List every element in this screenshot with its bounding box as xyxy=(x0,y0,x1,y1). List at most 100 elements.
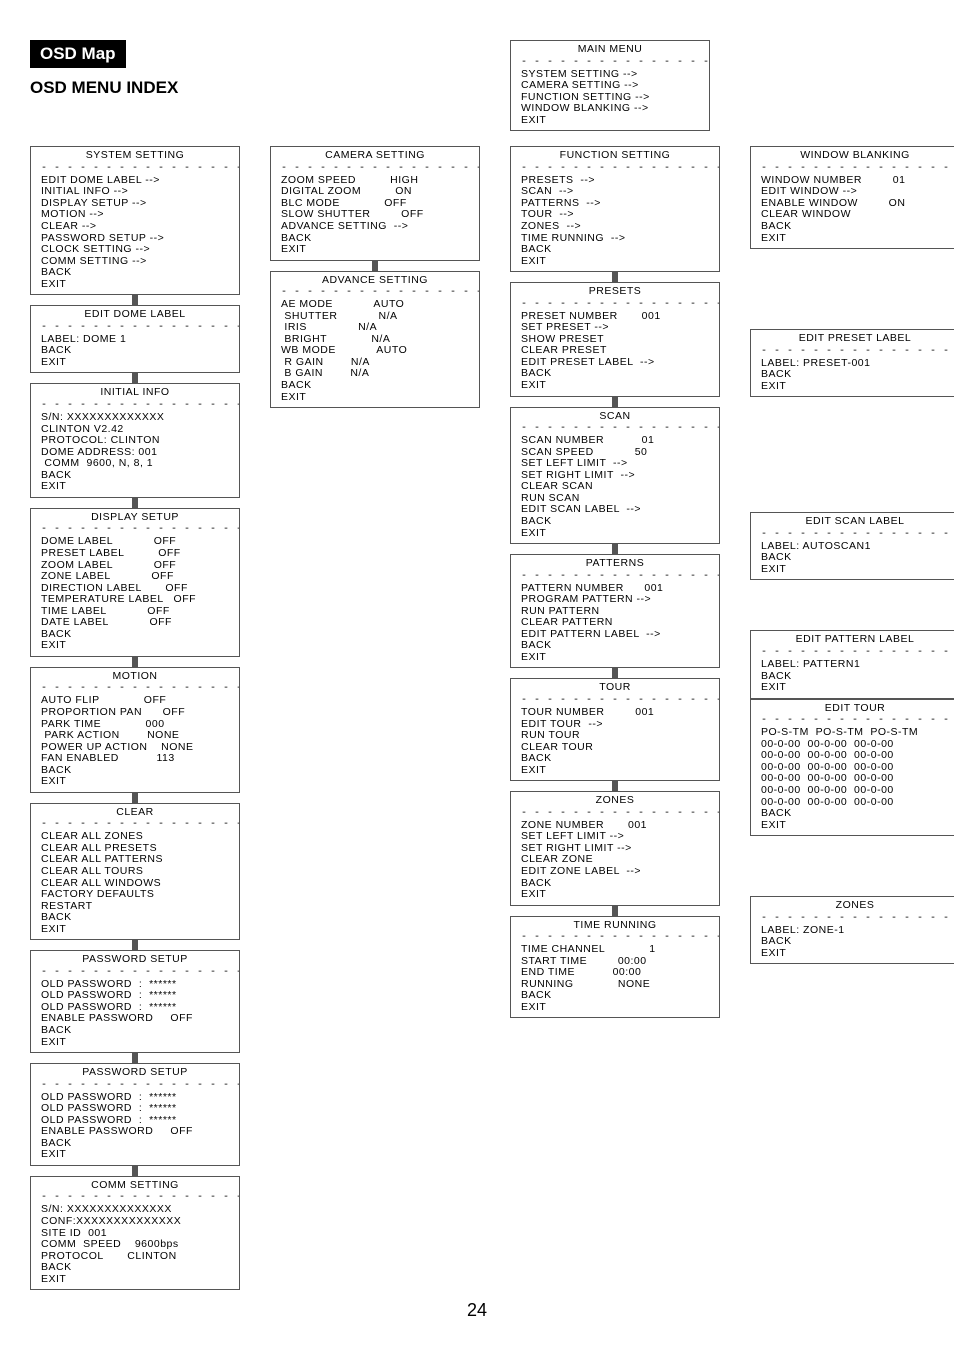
box-body: S/N: XXXXXXXXXXXXX CLINTON V2.42 PROTOCO… xyxy=(31,411,239,497)
menu-box: ZONES- - - - - - - - - - - - - - - - - -… xyxy=(750,896,954,964)
menu-box: EDIT SCAN LABEL- - - - - - - - - - - - -… xyxy=(750,512,954,580)
box-body: PRESETS --> SCAN --> PATTERNS --> TOUR -… xyxy=(511,174,719,271)
menu-box: PRESETS- - - - - - - - - - - - - - - - -… xyxy=(510,282,720,396)
column-1: SYSTEM SETTING- - - - - - - - - - - - - … xyxy=(30,146,240,1290)
connector xyxy=(612,906,618,916)
connector xyxy=(132,498,138,508)
dashes: - - - - - - - - - - - - - - - - - - xyxy=(31,1080,239,1091)
box-body: LABEL: PRESET-001 BACK EXIT xyxy=(751,357,954,397)
dashes: - - - - - - - - - - - - - - - - - - xyxy=(271,287,479,298)
box-title: INITIAL INFO xyxy=(31,384,239,400)
dashes: - - - - - - - - - - - - - - - - - - xyxy=(751,647,954,658)
dashes: - - - - - - - - - - - - - - - - - - xyxy=(31,819,239,830)
box-title: WINDOW BLANKING xyxy=(751,147,954,163)
box-body: EDIT DOME LABEL --> INITIAL INFO --> DIS… xyxy=(31,174,239,294)
menu-box: EDIT DOME LABEL- - - - - - - - - - - - -… xyxy=(30,305,240,373)
dashes: - - - - - - - - - - - - - - - - - - xyxy=(31,163,239,174)
menu-box: MOTION- - - - - - - - - - - - - - - - - … xyxy=(30,667,240,793)
box-title: EDIT DOME LABEL xyxy=(31,306,239,322)
box-body: TOUR NUMBER 001 EDIT TOUR --> RUN TOUR C… xyxy=(511,706,719,780)
connector xyxy=(132,1166,138,1176)
box-body: CLEAR ALL ZONES CLEAR ALL PRESETS CLEAR … xyxy=(31,830,239,939)
page-number: 24 xyxy=(30,1300,924,1321)
menu-box: WINDOW BLANKING- - - - - - - - - - - - -… xyxy=(750,146,954,249)
box-body: SYSTEM SETTING --> CAMERA SETTING --> FU… xyxy=(511,68,709,131)
dashes: - - - - - - - - - - - - - - - - - - xyxy=(511,423,719,434)
box-title: SYSTEM SETTING xyxy=(31,147,239,163)
connector xyxy=(612,544,618,554)
box-body: WINDOW NUMBER 01 EDIT WINDOW --> ENABLE … xyxy=(751,174,954,248)
box-title: ADVANCE SETTING xyxy=(271,272,479,288)
box-body: AE MODE AUTO SHUTTER N/A IRIS N/A BRIGHT… xyxy=(271,298,479,407)
menu-box: DISPLAY SETUP- - - - - - - - - - - - - -… xyxy=(30,508,240,657)
osd-map-title: OSD Map xyxy=(30,40,126,68)
box-title: FUNCTION SETTING xyxy=(511,147,719,163)
box-title: SCAN xyxy=(511,408,719,424)
box-title: CLEAR xyxy=(31,804,239,820)
menu-box: TIME RUNNING- - - - - - - - - - - - - - … xyxy=(510,916,720,1019)
connector xyxy=(612,272,618,282)
box-title: EDIT PRESET LABEL xyxy=(751,330,954,346)
dashes: - - - - - - - - - - - - - - - - - - xyxy=(31,322,239,333)
connector xyxy=(132,940,138,950)
box-body: S/N: XXXXXXXXXXXXXX CONF:XXXXXXXXXXXXXX … xyxy=(31,1203,239,1289)
connector xyxy=(372,261,378,271)
column-3: FUNCTION SETTING - - - - - - - - - - - - … xyxy=(510,146,720,1018)
box-body: SCAN NUMBER 01 SCAN SPEED 50 SET LEFT LI… xyxy=(511,434,719,543)
box-body: LABEL: AUTOSCAN1 BACK EXIT xyxy=(751,540,954,580)
menu-box: CLEAR- - - - - - - - - - - - - - - - - -… xyxy=(30,803,240,940)
menu-box: SYSTEM SETTING- - - - - - - - - - - - - … xyxy=(30,146,240,295)
dashes: - - - - - - - - - - - - - - - - - - xyxy=(751,529,954,540)
dashes: - - - - - - - - - - - - - - - - - - xyxy=(31,967,239,978)
box-title: MAIN MENU xyxy=(511,41,709,57)
box-body: DOME LABEL OFF PRESET LABEL OFF ZOOM LAB… xyxy=(31,535,239,655)
dashes: - - - - - - - - - - - - - - - - - - xyxy=(751,913,954,924)
menu-box: COMM SETTING- - - - - - - - - - - - - - … xyxy=(30,1176,240,1290)
box-title: EDIT PATTERN LABEL xyxy=(751,631,954,647)
menu-box: FUNCTION SETTING- - - - - - - - - - - - … xyxy=(510,146,720,272)
box-title: ZONES xyxy=(511,792,719,808)
connector xyxy=(132,373,138,383)
connector xyxy=(132,793,138,803)
box-title: TOUR xyxy=(511,679,719,695)
menu-box: TOUR- - - - - - - - - - - - - - - - - -T… xyxy=(510,678,720,781)
box-title: CAMERA SETTING xyxy=(271,147,479,163)
main-menu-box: MAIN MENU - - - - - - - - - - - - - - - … xyxy=(510,40,710,131)
menu-box: INITIAL INFO- - - - - - - - - - - - - - … xyxy=(30,383,240,497)
column-2: CAMERA SETTING- - - - - - - - - - - - - … xyxy=(270,146,480,408)
box-title: PATTERNS xyxy=(511,555,719,571)
box-title: EDIT SCAN LABEL xyxy=(751,513,954,529)
connector xyxy=(612,668,618,678)
dashes: - - - - - - - - - - - - - - - - - - xyxy=(31,400,239,411)
dashes: - - - - - - - - - - - - - - - - - - xyxy=(31,524,239,535)
box-body: LABEL: ZONE-1 BACK EXIT xyxy=(751,924,954,964)
box-body: PATTERN NUMBER 001 PROGRAM PATTERN --> R… xyxy=(511,582,719,668)
menu-box: SCAN- - - - - - - - - - - - - - - - - -S… xyxy=(510,407,720,544)
menu-box: EDIT PATTERN LABEL- - - - - - - - - - - … xyxy=(750,630,954,698)
connector xyxy=(132,657,138,667)
dashes: - - - - - - - - - - - - - - - - - - xyxy=(511,932,719,943)
dashes: - - - - - - - - - - - - - - - - - - xyxy=(511,57,709,68)
box-body: OLD PASSWORD : ****** OLD PASSWORD : ***… xyxy=(31,978,239,1052)
dashes: - - - - - - - - - - - - - - - - - - xyxy=(511,695,719,706)
box-body: LABEL: PATTERN1 BACK EXIT xyxy=(751,658,954,698)
box-body: ZONE NUMBER 001 SET LEFT LIMIT --> SET R… xyxy=(511,819,719,905)
menu-box: EDIT PRESET LABEL- - - - - - - - - - - -… xyxy=(750,329,954,397)
box-title: DISPLAY SETUP xyxy=(31,509,239,525)
box-title: PASSWORD SETUP xyxy=(31,1064,239,1080)
menu-box: PASSWORD SETUP- - - - - - - - - - - - - … xyxy=(30,950,240,1053)
column-4: WINDOW BLANKING- - - - - - - - - - - - -… xyxy=(750,146,954,964)
connector xyxy=(132,295,138,305)
dashes: - - - - - - - - - - - - - - - - - - xyxy=(751,163,954,174)
box-body: PRESET NUMBER 001 SET PRESET --> SHOW PR… xyxy=(511,310,719,396)
box-title: ZONES xyxy=(751,897,954,913)
box-title: TIME RUNNING xyxy=(511,917,719,933)
dashes: - - - - - - - - - - - - - - - - - - xyxy=(31,1192,239,1203)
box-title: MOTION xyxy=(31,668,239,684)
menu-box: ADVANCE SETTING- - - - - - - - - - - - -… xyxy=(270,271,480,408)
box-body: OLD PASSWORD : ****** OLD PASSWORD : ***… xyxy=(31,1091,239,1165)
box-body: TIME CHANNEL 1 START TIME 00:00 END TIME… xyxy=(511,943,719,1017)
dashes: - - - - - - - - - - - - - - - - - - xyxy=(751,715,954,726)
box-body: AUTO FLIP OFF PROPORTION PAN OFF PARK TI… xyxy=(31,694,239,791)
dashes: - - - - - - - - - - - - - - - - - - xyxy=(271,163,479,174)
